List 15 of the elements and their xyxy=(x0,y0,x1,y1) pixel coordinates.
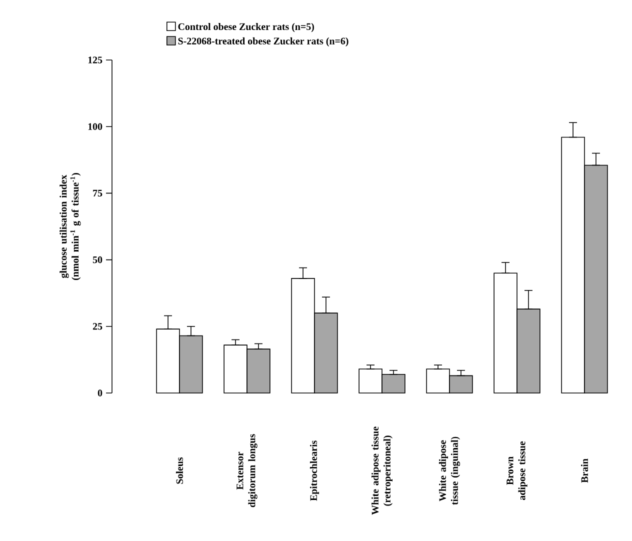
x-tick-label: White adipose tissue (inguinal) xyxy=(438,436,460,505)
y-tick-label: 125 xyxy=(88,56,102,64)
y-tick-label: 100 xyxy=(88,123,102,130)
x-tick-label: Epitrochlearis xyxy=(310,440,320,501)
y-tick-label: 25 xyxy=(92,323,102,330)
legend-label: S-22068-treated obese Zucker rats (n=6) xyxy=(178,37,348,46)
x-tick-label: Brown adipose tissue xyxy=(506,441,528,500)
legend-label: Control obese Zucker rats (n=5) xyxy=(178,23,314,32)
x-tick-label: White adipose tissue (retroperitoneal) xyxy=(371,426,392,515)
y-tick-label: 75 xyxy=(93,190,102,197)
y-tick-label: 50 xyxy=(92,256,102,264)
x-tick-label: Extensor digitorum longus xyxy=(236,434,258,508)
y-tick-label: 0 xyxy=(98,390,102,396)
x-tick-label: Brain xyxy=(580,458,588,483)
x-tick-label: Soleus xyxy=(176,457,184,484)
